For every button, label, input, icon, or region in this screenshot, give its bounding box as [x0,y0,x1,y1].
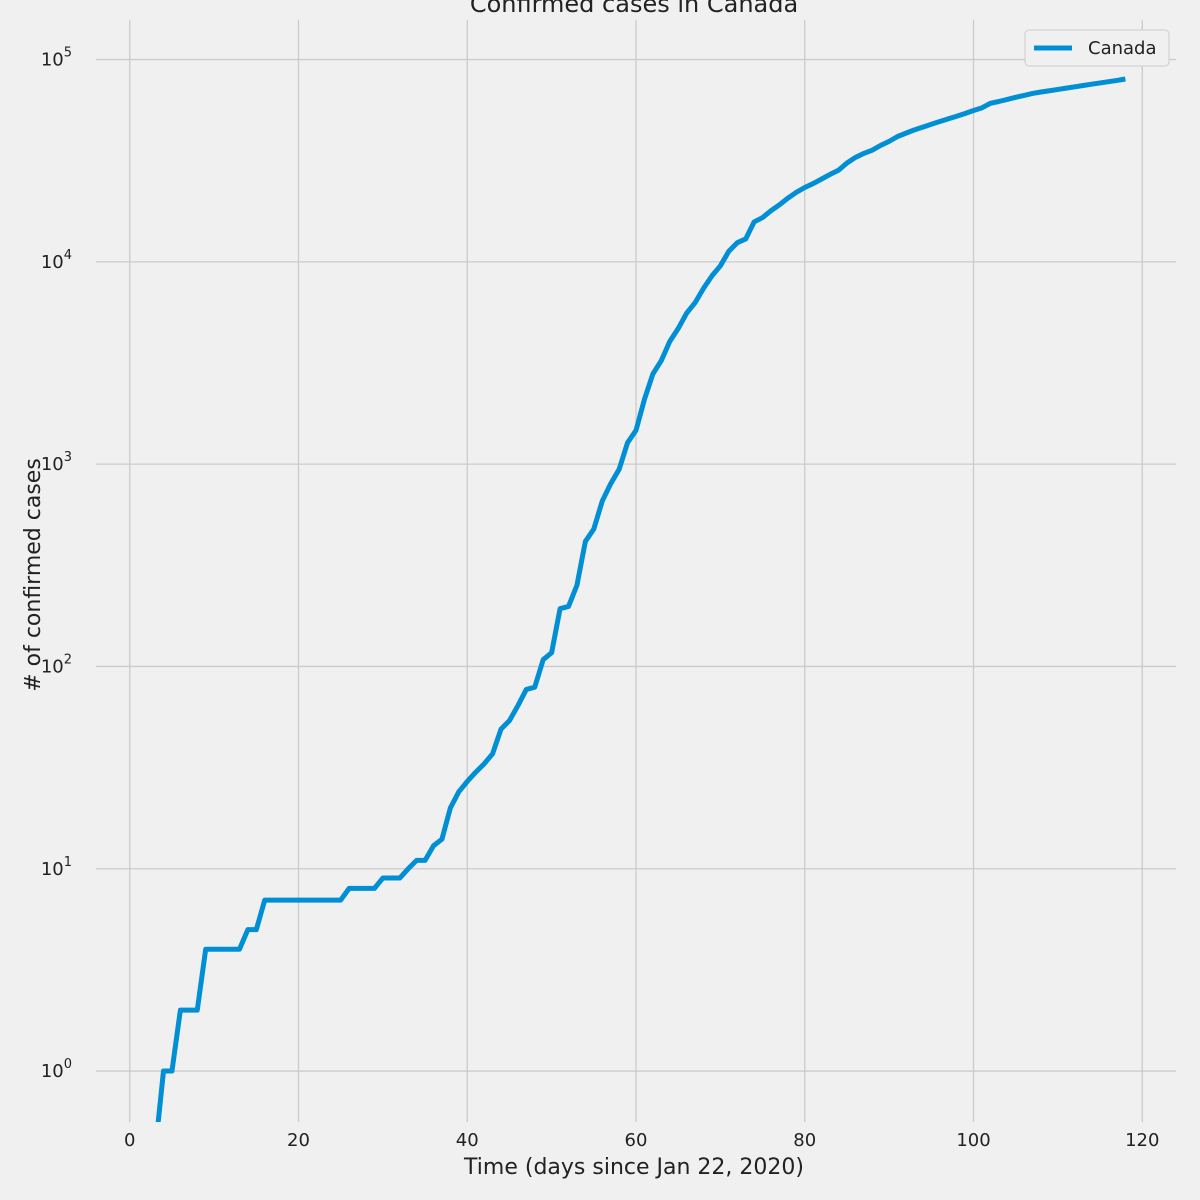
x-tick-label: 60 [625,1130,648,1151]
legend-label-canada: Canada [1088,38,1157,59]
y-tick-label: 101 [41,855,72,880]
chart-title: Confirmed cases in Canada [470,0,798,18]
y-tick-label: 105 [41,46,72,71]
x-axis-label: Time (days since Jan 22, 2020) [463,1155,804,1180]
y-tick-label: 102 [41,652,72,677]
x-tick-label: 100 [956,1130,990,1151]
y-tick-label: 104 [41,248,72,273]
series-line-canada [155,76,1126,1122]
grid [96,20,1176,1122]
x-tick-label: 120 [1125,1130,1159,1151]
legend-box [1024,29,1170,67]
y-tick-label: 100 [41,1057,72,1082]
x-tick-label: 80 [793,1130,816,1151]
x-tick-label: 20 [287,1130,310,1151]
y-tick-label: 103 [41,450,72,475]
x-tick-label: 0 [124,1130,135,1151]
y-axis-label: # of confirmed cases [21,458,46,692]
y-tick-labels: 100 101 102 103 104 105 [41,46,72,1082]
x-tick-label: 40 [456,1130,479,1151]
x-tick-labels: 0 20 40 60 80 100 120 [124,1130,1159,1151]
legend: Canada [1024,29,1170,67]
